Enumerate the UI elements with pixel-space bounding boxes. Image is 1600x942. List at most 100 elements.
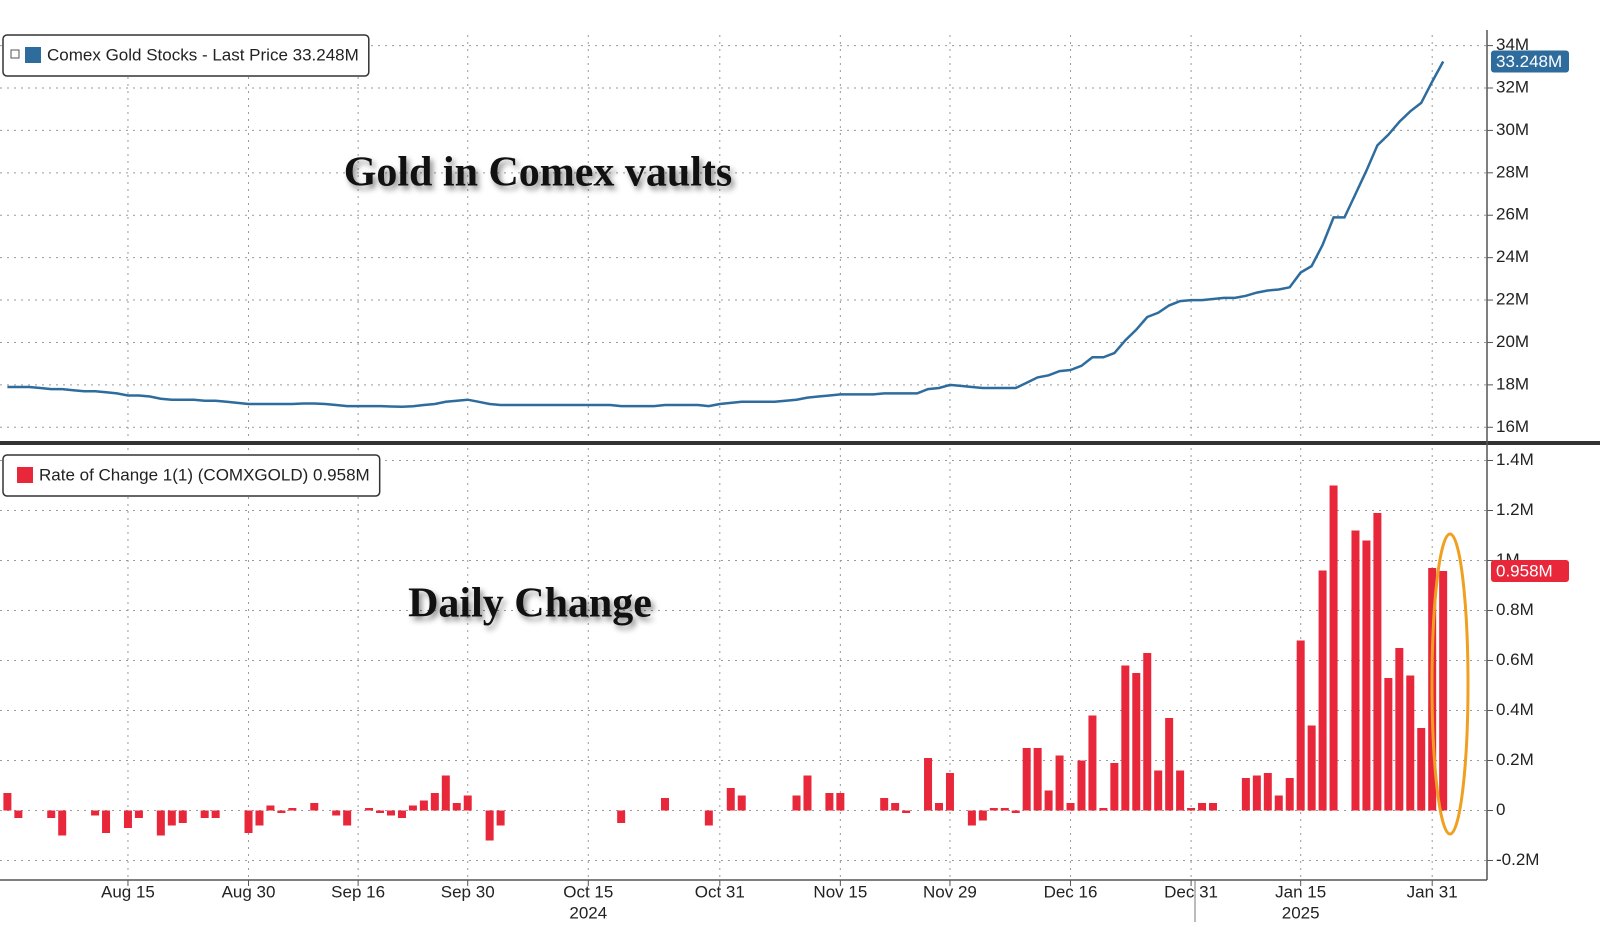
y-tick-label: 32M <box>1496 77 1529 96</box>
bar <box>1110 763 1119 811</box>
bar <box>1263 773 1272 811</box>
bar <box>1395 648 1404 811</box>
y-tick-label: 28M <box>1496 162 1529 181</box>
bar <box>332 810 341 816</box>
bar <box>419 800 428 811</box>
x-tick-label: Aug 30 <box>222 882 276 901</box>
bar <box>1055 755 1064 811</box>
y-tick-label: 22M <box>1496 290 1529 309</box>
annotation: Daily Change <box>408 581 652 627</box>
x-tick-label: Jan 31 <box>1407 882 1458 901</box>
bar <box>1439 571 1448 811</box>
last-value-tag <box>1491 560 1569 582</box>
bar <box>244 810 253 833</box>
bar <box>880 798 889 811</box>
y-tick-label: 0.2M <box>1496 750 1534 769</box>
bar <box>134 810 143 818</box>
y-tick-label: 0.6M <box>1496 650 1534 669</box>
y-tick-label: 26M <box>1496 205 1529 224</box>
bar <box>1176 770 1185 811</box>
x-tick-label: Sep 30 <box>441 882 495 901</box>
bar <box>1351 530 1360 811</box>
bar <box>617 810 626 823</box>
bar <box>167 810 176 826</box>
bar <box>967 810 976 826</box>
legend-box <box>2 454 381 497</box>
bar <box>266 805 275 811</box>
bar <box>737 795 746 811</box>
bar <box>1362 540 1371 811</box>
bar <box>200 810 209 818</box>
x-tick-label: Jan 15 <box>1275 882 1326 901</box>
bar <box>91 810 100 816</box>
bar <box>1132 673 1141 811</box>
bar <box>792 795 801 811</box>
annotation: Gold in Comex vaults <box>344 150 733 196</box>
legend-label: Rate of Change 1(1) (COMXGOLD) 0.958M <box>39 465 370 484</box>
bar <box>463 795 472 811</box>
last-value-tag <box>1491 50 1569 73</box>
y-tick-label: 0.8M <box>1496 600 1534 619</box>
bar <box>47 810 56 818</box>
bar <box>1165 718 1174 811</box>
bar <box>1274 795 1283 811</box>
bar <box>430 793 439 811</box>
bar <box>1022 748 1031 811</box>
bar <box>178 810 187 823</box>
y-tick-label: 16M <box>1496 417 1529 436</box>
bar <box>1209 803 1217 811</box>
bar <box>3 793 12 811</box>
bar <box>485 810 494 841</box>
y-tick-label: 0 <box>1496 800 1505 819</box>
bar <box>1099 808 1108 811</box>
bar <box>1252 775 1261 811</box>
x-tick-label: Nov 15 <box>813 882 867 901</box>
bar <box>1406 675 1415 811</box>
bar <box>891 803 900 811</box>
bar <box>1198 803 1207 811</box>
bar <box>387 810 395 816</box>
y-tick-label: 1.2M <box>1496 500 1534 519</box>
x-tick-label: Dec 16 <box>1044 882 1098 901</box>
bar <box>902 810 911 813</box>
bar <box>836 793 845 811</box>
last-value-label: 33.248M <box>1496 52 1562 71</box>
bar <box>397 810 406 818</box>
x-tick-label: Aug 15 <box>101 882 155 901</box>
legend-toggle <box>10 49 20 59</box>
bar <box>452 803 461 811</box>
y-tick-label: 0.4M <box>1496 700 1534 719</box>
bar <box>935 803 943 811</box>
x-tick-label: Nov 29 <box>923 882 977 901</box>
bar <box>58 810 67 836</box>
x-tick-label: Dec 31 <box>1164 882 1218 901</box>
bar <box>1088 715 1097 811</box>
bar <box>825 793 834 811</box>
bar <box>989 808 998 811</box>
bar <box>1417 728 1426 811</box>
line <box>7 60 1445 408</box>
bar <box>1187 808 1196 811</box>
year-label: 2025 <box>1282 903 1320 922</box>
bar <box>441 775 450 811</box>
bar <box>1296 640 1305 811</box>
bar <box>1373 513 1382 811</box>
bar <box>1318 570 1327 811</box>
bar <box>496 810 505 826</box>
bar <box>376 810 385 813</box>
bar <box>365 808 374 811</box>
bar <box>14 810 23 818</box>
bar <box>310 803 319 811</box>
y-tick-label: 24M <box>1496 247 1529 266</box>
y-tick-label: 18M <box>1496 374 1529 393</box>
bar <box>704 810 713 826</box>
bar <box>1143 653 1152 811</box>
bar <box>1285 778 1294 811</box>
legend-box <box>2 34 370 77</box>
bar <box>102 810 111 833</box>
bar <box>661 798 669 811</box>
bar <box>1121 665 1130 811</box>
y-tick-label: 20M <box>1496 332 1529 351</box>
bar <box>1154 770 1163 811</box>
